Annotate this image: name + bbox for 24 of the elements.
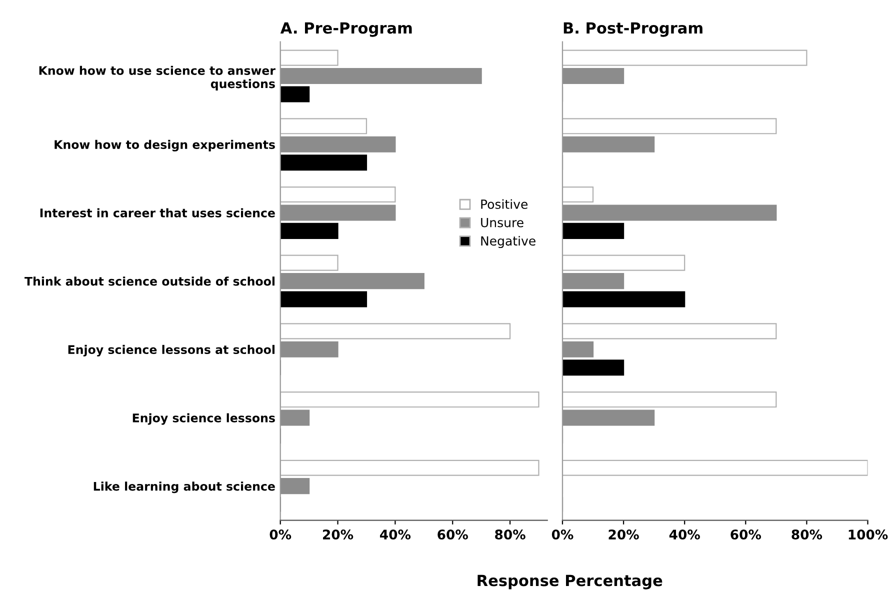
legend-label: Unsure <box>481 218 524 228</box>
y-tick-label: Like learning about science <box>94 482 275 494</box>
x-tick-label: 60% <box>730 530 762 540</box>
x-tick-label: 80% <box>792 530 822 540</box>
x-tick-label: 100% <box>848 530 888 540</box>
x-tick-label: 0% <box>552 530 574 540</box>
x-tick-label: 40% <box>669 530 700 540</box>
y-tick-label: Enjoy science lessons at school <box>68 344 274 356</box>
legend-label: Negative <box>481 236 536 248</box>
x-tick-label: 0% <box>270 530 292 540</box>
y-tick-label: Know how to use science to answer questions <box>39 66 276 90</box>
chart-title: B. Post-Program <box>564 22 702 37</box>
y-tick-label: Enjoy science lessons <box>132 413 275 425</box>
x-tick-label: 20% <box>608 530 639 540</box>
x-tick-label: 60% <box>438 530 468 540</box>
chart-title: A. Pre-Program <box>280 22 412 37</box>
x-axis-title: Response Percentage <box>478 574 662 590</box>
x-tick-label: 80% <box>495 530 526 540</box>
y-tick-label: Interest in career that uses science <box>40 208 275 218</box>
y-tick-label: Know how to design experiments <box>54 140 275 152</box>
x-tick-label: 20% <box>323 530 354 540</box>
x-tick-label: 40% <box>380 530 411 540</box>
y-tick-label: Think about science outside of school <box>24 276 274 286</box>
legend-label: Positive <box>481 199 528 209</box>
